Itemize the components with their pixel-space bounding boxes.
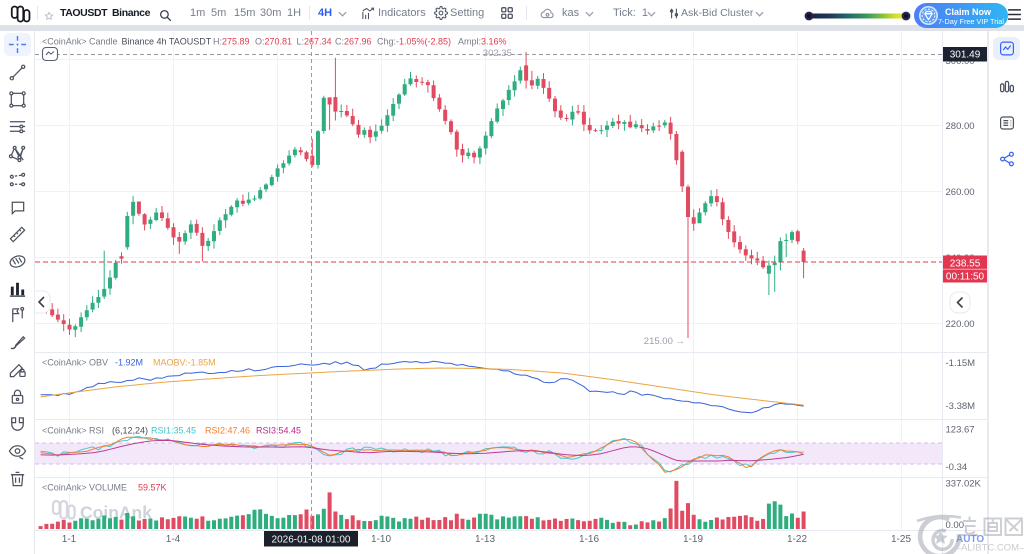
svg-text:—ALIBTC.COM—: —ALIBTC.COM—	[951, 543, 1024, 554]
svg-text:238.55: 238.55	[950, 258, 981, 269]
svg-text:215.00 →: 215.00 →	[644, 336, 685, 347]
svg-text:<CoinAnk> VOLUME 59.57K: <CoinAnk> VOLUME 59.57K	[42, 483, 167, 493]
svg-text:0.00: 0.00	[946, 520, 965, 531]
svg-text:302.35 →: 302.35 →	[483, 48, 524, 59]
svg-text:1-16: 1-16	[579, 534, 599, 545]
svg-text:-1.15M: -1.15M	[946, 358, 976, 369]
svg-text:2026-01-08 01:00: 2026-01-08 01:00	[272, 535, 351, 546]
svg-text:00:11:50: 00:11:50	[946, 272, 985, 283]
svg-text:1-25: 1-25	[891, 534, 911, 545]
svg-text:<CoinAnk> OBV -1.92M MAOBV:-1.: <CoinAnk> OBV -1.92M MAOBV:-1.85M	[42, 358, 216, 368]
svg-text:1-13: 1-13	[475, 534, 495, 545]
svg-text:1-22: 1-22	[787, 534, 807, 545]
svg-text:-3.38M: -3.38M	[946, 401, 976, 412]
svg-text:301.49: 301.49	[950, 50, 981, 61]
svg-text:280.00: 280.00	[946, 121, 975, 132]
svg-text:1-1: 1-1	[62, 534, 77, 545]
svg-text:-0.34: -0.34	[946, 462, 968, 473]
svg-text:AUTO: AUTO	[956, 534, 984, 545]
svg-text:220.00: 220.00	[946, 319, 975, 330]
svg-text:123.67: 123.67	[946, 425, 975, 436]
svg-text:1-4: 1-4	[166, 534, 181, 545]
svg-text:<CoinAnk> Candle Binance 4h TA: <CoinAnk> Candle Binance 4h TAOUSDT H:27…	[42, 37, 507, 47]
svg-text:260.00: 260.00	[946, 187, 975, 198]
svg-text:<CoinAnk> RSI (6,12,24) RSI1:3: <CoinAnk> RSI (6,12,24) RSI1:35.45 RSI2:…	[42, 426, 301, 436]
svg-text:1-10: 1-10	[371, 534, 391, 545]
svg-text:1-19: 1-19	[683, 534, 703, 545]
svg-text:337.02K: 337.02K	[946, 479, 982, 490]
